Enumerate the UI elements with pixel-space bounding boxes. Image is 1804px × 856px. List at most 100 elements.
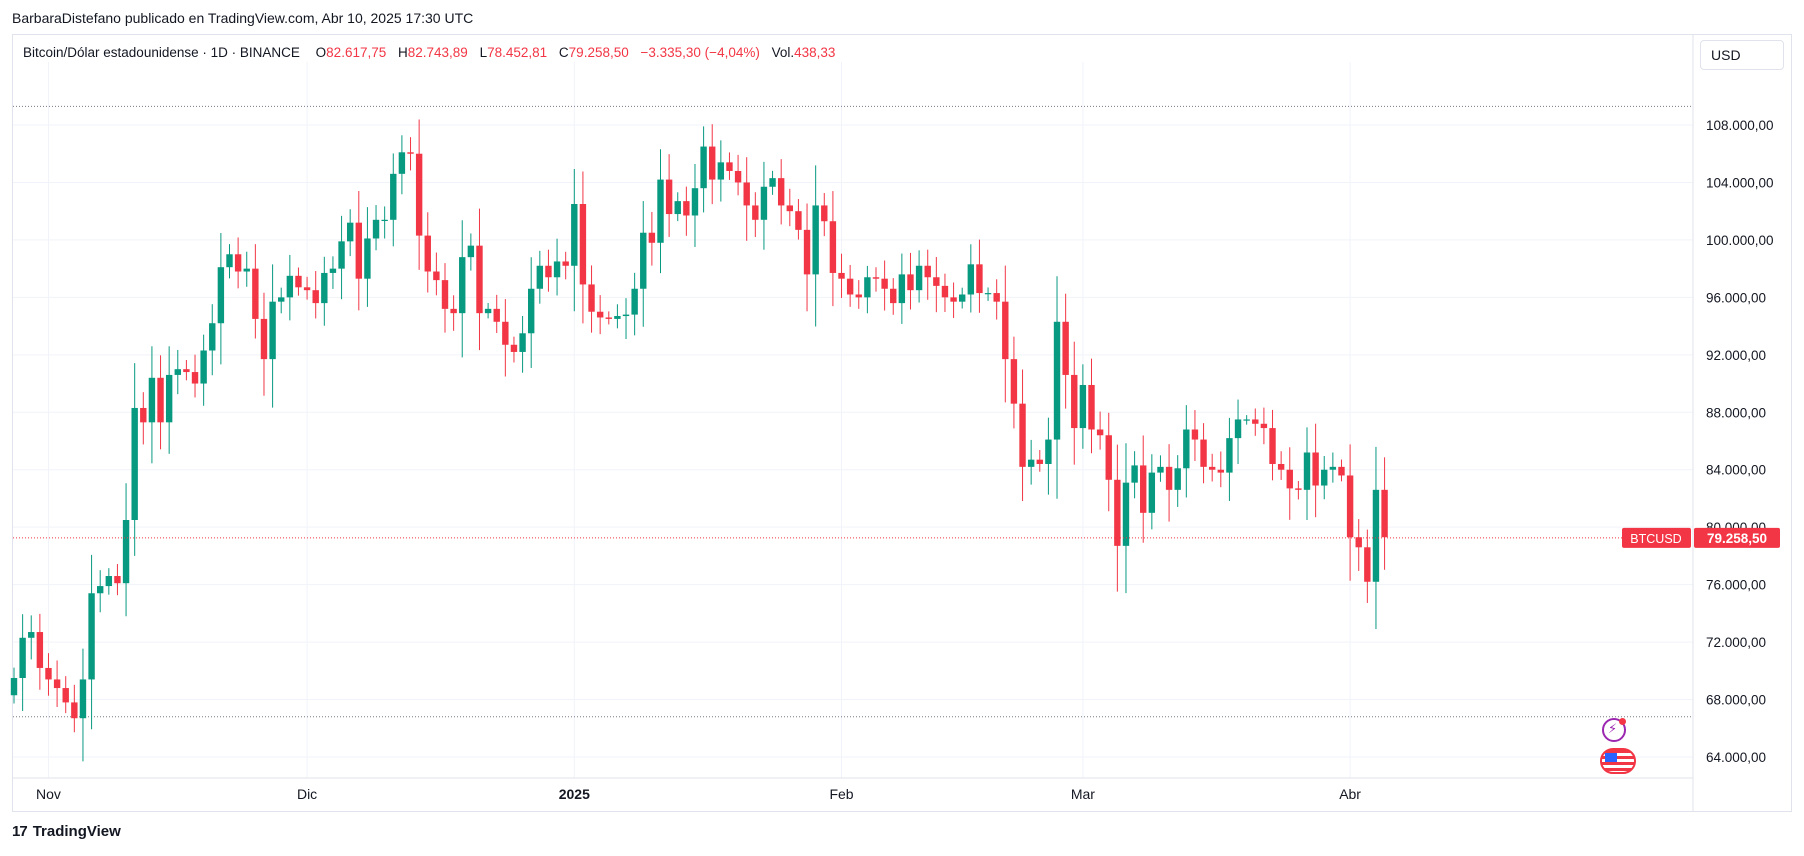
candle-body <box>760 186 768 220</box>
candle-body <box>62 688 69 703</box>
candle-body <box>234 254 242 272</box>
candle-body <box>545 265 552 278</box>
candle-body <box>709 146 716 180</box>
candle-body <box>10 678 18 696</box>
candle-body <box>717 162 725 180</box>
candle-body <box>183 369 190 373</box>
candle-body <box>881 278 888 289</box>
candle-body <box>812 205 819 275</box>
y-tick-label: 84.000,00 <box>1706 463 1766 478</box>
candle-body <box>1140 465 1147 513</box>
symbol-legend: Bitcoin/Dólar estadounidense · 1D · BINA… <box>23 45 835 60</box>
candle-body <box>493 308 500 322</box>
candle-body <box>450 308 457 314</box>
candle-body <box>148 377 156 423</box>
candle-body <box>131 407 138 520</box>
candle-body <box>700 146 707 189</box>
candle-body <box>898 274 906 304</box>
y-tick-label: 64.000,00 <box>1706 750 1766 765</box>
energy-event-icon[interactable] <box>1602 718 1626 742</box>
x-tick-label: Mar <box>1071 786 1095 802</box>
candle-body <box>355 222 362 279</box>
candle-body <box>614 316 621 319</box>
candle-body <box>622 314 630 317</box>
candle-body <box>415 153 423 236</box>
candle-body <box>657 179 664 243</box>
candle-body <box>1346 475 1354 538</box>
candle-body <box>441 280 449 309</box>
candle-body <box>1165 466 1173 490</box>
candle-body <box>803 229 811 275</box>
candle-body <box>71 702 78 719</box>
candle-body <box>734 170 742 183</box>
candle-body <box>786 205 793 212</box>
candle-body <box>743 182 750 206</box>
candle-body <box>838 272 845 279</box>
low-label: L <box>479 45 488 60</box>
candle-body <box>53 679 61 689</box>
candle-body <box>1295 488 1302 490</box>
candle-body <box>88 593 95 680</box>
candle-body <box>243 268 250 272</box>
candle-body <box>1200 439 1207 467</box>
candle-body <box>1183 429 1190 469</box>
volume-value: 438,33 <box>794 45 836 60</box>
symbol-title[interactable]: Bitcoin/Dólar estadounidense · 1D · BINA… <box>23 45 300 60</box>
candle-body <box>329 268 337 273</box>
candle-body <box>1269 428 1276 464</box>
tradingview-logo-icon: 17 <box>12 823 28 840</box>
candle-body <box>959 294 966 302</box>
y-tick-label: 108.000,00 <box>1706 118 1774 133</box>
candle-body <box>226 254 233 268</box>
y-tick-label: 88.000,00 <box>1706 405 1766 420</box>
close-label: C <box>558 45 569 60</box>
candle-body <box>338 241 345 269</box>
candle-body <box>303 287 311 291</box>
candle-body <box>346 222 354 242</box>
candle-body <box>993 293 1000 302</box>
candle-body <box>562 261 569 266</box>
candle-body <box>571 204 578 266</box>
low-value: 78.452,81 <box>487 45 548 60</box>
candle-body <box>588 284 595 312</box>
candle-body <box>278 297 285 302</box>
y-tick-label: 68.000,00 <box>1706 693 1766 708</box>
candle-body <box>407 152 414 154</box>
candle-body <box>941 285 949 298</box>
tradingview-brand: TradingView <box>32 823 121 840</box>
tradingview-logo[interactable]: 17 TradingView <box>12 823 121 840</box>
open-value: 82.617,75 <box>326 45 387 60</box>
us-flag-event-icon[interactable] <box>1600 748 1636 774</box>
candle-body <box>528 288 535 334</box>
candle-body <box>28 632 35 638</box>
candle-body <box>1312 452 1319 486</box>
candle-body <box>640 232 647 289</box>
candle-body <box>890 288 897 304</box>
candle-body <box>984 293 992 295</box>
currency-button[interactable]: USD <box>1700 40 1784 70</box>
candle-body <box>777 178 785 206</box>
candle-body <box>45 667 52 680</box>
candle-body <box>1364 547 1371 582</box>
candle-body <box>1217 469 1224 473</box>
candle-body <box>769 178 776 187</box>
candle-body <box>36 632 44 668</box>
candle-body <box>19 637 26 678</box>
candle-body <box>821 205 828 222</box>
candle-body <box>381 219 388 221</box>
candle-body <box>467 245 475 258</box>
candle-body <box>665 179 673 215</box>
candle-body <box>967 264 975 295</box>
candle-body <box>1208 466 1216 470</box>
candle-body <box>1114 479 1121 546</box>
candle-body <box>1277 463 1285 470</box>
candle-body <box>924 265 931 278</box>
y-tick-label: 76.000,00 <box>1706 578 1766 593</box>
candle-body <box>1045 439 1052 464</box>
candle-body <box>372 219 380 239</box>
candle-body <box>1036 459 1043 464</box>
candle-body <box>1053 321 1061 440</box>
candle-body <box>1303 452 1311 490</box>
candle-body <box>1226 438 1233 473</box>
